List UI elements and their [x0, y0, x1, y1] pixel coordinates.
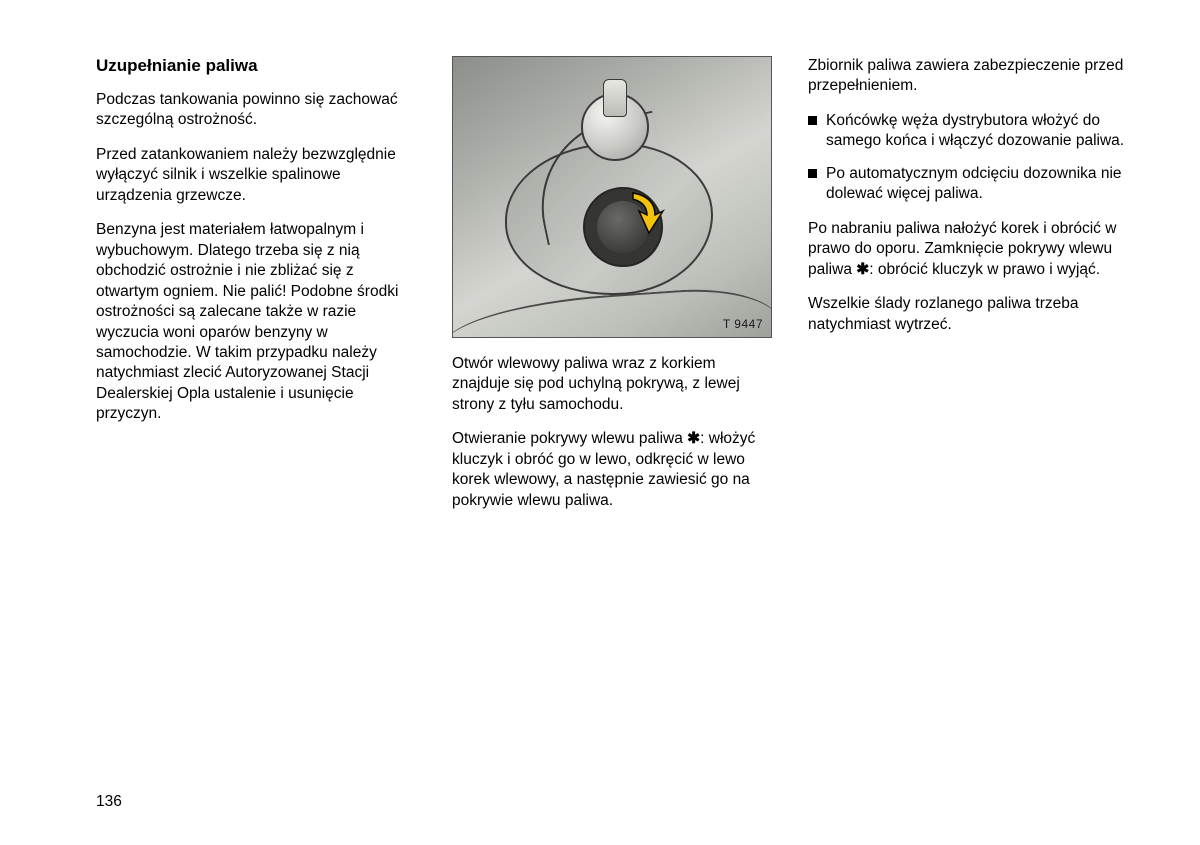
- paragraph: Po nabraniu paliwa nałożyć korek i obróc…: [808, 219, 1128, 280]
- paragraph: Zbiornik paliwa zawiera zabezpieczenie p…: [808, 56, 1128, 97]
- snowflake-icon: ✱: [687, 429, 700, 449]
- column-middle: T 9447 Otwór wlewowy paliwa wraz z korki…: [452, 56, 772, 805]
- list-item: Po automatycznym odcięciu dozownika nie …: [808, 164, 1128, 205]
- paragraph: Przed zatankowaniem należy bezwzględnie …: [96, 145, 416, 206]
- section-heading: Uzupełnianie paliwa: [96, 56, 416, 76]
- text-run: Otwieranie pokrywy wlewu paliwa: [452, 430, 687, 447]
- list-item: Końcówkę węża dystrybutora włożyć do sam…: [808, 111, 1128, 152]
- bullet-list: Końcówkę węża dystrybutora włożyć do sam…: [808, 111, 1128, 205]
- column-right: Zbiornik paliwa zawiera zabezpieczenie p…: [808, 56, 1128, 805]
- paragraph: Benzyna jest materiałem łatwopalnym i wy…: [96, 220, 416, 425]
- manual-page: Uzupełnianie paliwa Podczas tankowania p…: [0, 0, 1200, 845]
- rotation-arrow-icon: [625, 187, 665, 235]
- text-run: : obrócić kluczyk w prawo i wyjąć.: [869, 261, 1100, 278]
- paragraph: Otwieranie pokrywy wlewu paliwa ✱: włoży…: [452, 429, 772, 511]
- fuel-filler-illustration: T 9447: [452, 56, 772, 338]
- snowflake-icon: ✱: [856, 260, 869, 280]
- paragraph: Podczas tankowania powinno się zachować …: [96, 90, 416, 131]
- page-number: 136: [96, 793, 122, 811]
- paragraph: Otwór wlewowy paliwa wraz z korkiem znaj…: [452, 354, 772, 415]
- fuel-cap-knob: [603, 79, 627, 117]
- column-left: Uzupełnianie paliwa Podczas tankowania p…: [96, 56, 416, 805]
- figure-label: T 9447: [723, 317, 763, 331]
- paragraph: Wszelkie ślady rozlanego paliwa trzeba n…: [808, 294, 1128, 335]
